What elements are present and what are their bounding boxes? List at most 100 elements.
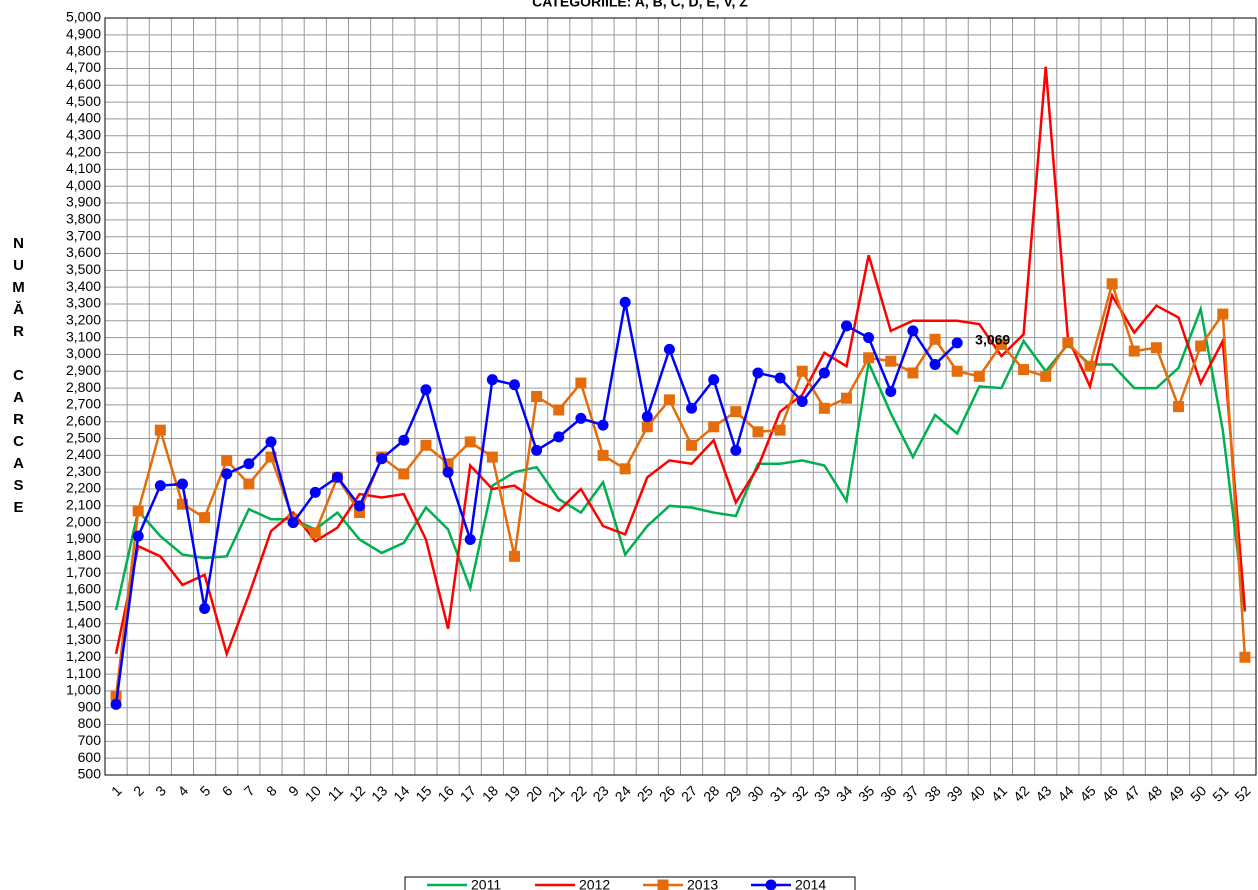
y-tick-label: 700	[78, 732, 102, 748]
point	[531, 444, 543, 456]
x-tick-label: 40	[966, 782, 988, 804]
point	[1084, 360, 1096, 372]
point	[907, 367, 919, 379]
point	[176, 498, 188, 510]
point	[686, 439, 698, 451]
point	[818, 367, 830, 379]
point	[199, 602, 211, 614]
point	[553, 404, 565, 416]
y-tick-label: 3,800	[66, 211, 101, 227]
y-tick-label: 3,200	[66, 312, 101, 328]
point	[376, 453, 388, 465]
point	[597, 419, 609, 431]
y-tick-label: 800	[78, 715, 102, 731]
point	[1239, 651, 1251, 663]
x-tick-label: 21	[545, 782, 567, 804]
point	[885, 355, 897, 367]
point	[907, 325, 919, 337]
y-tick-label: 2,800	[66, 379, 101, 395]
point	[619, 463, 631, 475]
point	[1106, 278, 1118, 290]
y-tick-label: 4,100	[66, 160, 101, 176]
legend-label: 2011	[471, 877, 501, 890]
point	[176, 478, 188, 490]
x-tick-label: 41	[988, 782, 1010, 804]
x-tick-label: 11	[325, 782, 347, 804]
point	[1062, 337, 1074, 349]
x-tick-label: 24	[612, 782, 634, 804]
point	[841, 392, 853, 404]
point	[354, 500, 366, 512]
y-tick-label: 3,300	[66, 295, 101, 311]
point	[708, 421, 720, 433]
y-tick-label: 1,300	[66, 631, 101, 647]
x-tick-label: 37	[899, 782, 921, 804]
point	[1018, 364, 1030, 376]
y-tick-label: 3,100	[66, 328, 101, 344]
point	[1128, 345, 1140, 357]
x-tick-label: 15	[412, 782, 434, 804]
x-tick-label: 27	[678, 782, 700, 804]
data-label: 3,069	[975, 332, 1010, 348]
point	[508, 550, 520, 562]
point	[863, 332, 875, 344]
x-tick-label: 50	[1187, 782, 1209, 804]
x-tick-label: 16	[434, 782, 456, 804]
x-tick-label: 7	[241, 782, 258, 799]
y-tick-label: 3,400	[66, 278, 101, 294]
x-tick-label: 32	[789, 782, 811, 804]
y-tick-label: 1,700	[66, 564, 101, 580]
point	[199, 512, 211, 524]
y-tick-label: 1,500	[66, 597, 101, 613]
y-tick-label: 2,400	[66, 446, 101, 462]
line-series	[114, 279, 1247, 697]
y-tick-label: 1,200	[66, 648, 101, 664]
x-tick-label: 12	[346, 782, 368, 804]
point	[309, 527, 321, 539]
point	[243, 478, 255, 490]
point	[575, 377, 587, 389]
point	[796, 396, 808, 408]
point	[132, 530, 144, 542]
point	[110, 698, 122, 710]
y-tick-label: 500	[78, 766, 102, 782]
y-tick-label: 4,200	[66, 143, 101, 159]
point	[929, 359, 941, 371]
point	[708, 374, 720, 386]
point	[730, 444, 742, 456]
legend-box	[404, 876, 856, 890]
x-tick-label: 52	[1231, 782, 1253, 804]
point	[730, 406, 742, 418]
y-tick-label: 3,900	[66, 194, 101, 210]
point	[553, 431, 565, 443]
point	[929, 333, 941, 345]
x-tick-label: 33	[811, 782, 833, 804]
point	[796, 365, 808, 377]
point	[464, 533, 476, 545]
legend-marker	[765, 879, 777, 890]
y-tick-label: 2,300	[66, 463, 101, 479]
x-tick-label: 28	[700, 782, 722, 804]
y-tick-label: 1,100	[66, 665, 101, 681]
x-tick-label: 35	[855, 782, 877, 804]
point	[420, 384, 432, 396]
point	[287, 517, 299, 529]
y-tick-label: 4,600	[66, 76, 101, 92]
point	[154, 424, 166, 436]
x-tick-label: 19	[501, 782, 523, 804]
point	[221, 454, 233, 466]
y-tick-label: 3,500	[66, 261, 101, 277]
x-tick-label: 8	[263, 782, 280, 799]
legend-label: 2013	[687, 877, 718, 890]
y-tick-label: 2,600	[66, 412, 101, 428]
y-tick-label: 4,900	[66, 26, 101, 42]
legend-marker	[657, 879, 669, 890]
y-tick-label: 2,700	[66, 396, 101, 412]
point	[973, 370, 985, 382]
point	[841, 320, 853, 332]
point	[309, 486, 321, 498]
x-tick-label: 30	[744, 782, 766, 804]
y-tick-label: 4,000	[66, 177, 101, 193]
x-tick-label: 48	[1143, 782, 1165, 804]
point	[885, 385, 897, 397]
